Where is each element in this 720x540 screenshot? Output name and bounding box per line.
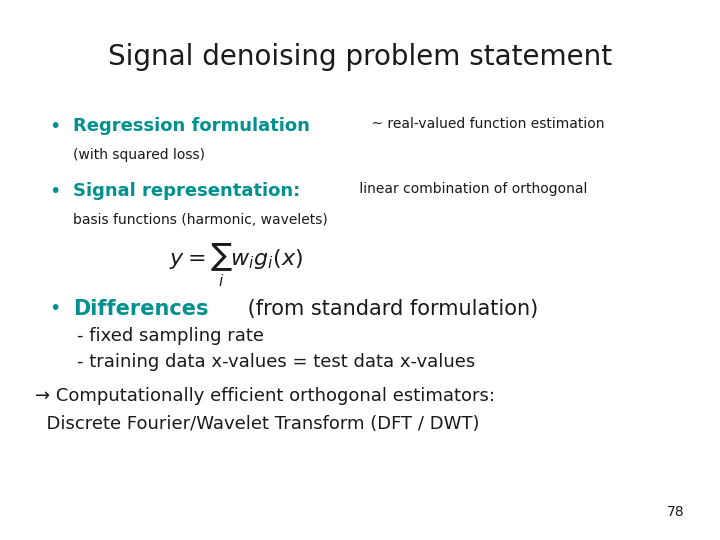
- Text: (with squared loss): (with squared loss): [73, 148, 205, 162]
- Text: basis functions (harmonic, wavelets): basis functions (harmonic, wavelets): [73, 213, 328, 227]
- Text: (from standard formulation): (from standard formulation): [241, 299, 539, 319]
- Text: - fixed sampling rate: - fixed sampling rate: [76, 327, 264, 345]
- Text: ~ real-valued function estimation: ~ real-valued function estimation: [366, 117, 604, 131]
- Text: linear combination of orthogonal: linear combination of orthogonal: [355, 182, 587, 196]
- Text: Regression formulation: Regression formulation: [73, 117, 310, 135]
- Text: •: •: [49, 117, 60, 136]
- Text: $y = \sum_i w_i g_i(x)$: $y = \sum_i w_i g_i(x)$: [168, 241, 302, 289]
- Text: 78: 78: [667, 505, 685, 519]
- Text: •: •: [49, 182, 60, 201]
- Text: Differences: Differences: [73, 299, 209, 319]
- Text: - training data x-values = test data x-values: - training data x-values = test data x-v…: [76, 353, 475, 371]
- Text: Signal denoising problem statement: Signal denoising problem statement: [108, 43, 612, 71]
- Text: •: •: [49, 299, 60, 318]
- Text: Discrete Fourier/Wavelet Transform (DFT / DWT): Discrete Fourier/Wavelet Transform (DFT …: [35, 415, 480, 433]
- Text: Signal representation:: Signal representation:: [73, 182, 300, 200]
- Text: → Computationally efficient orthogonal estimators:: → Computationally efficient orthogonal e…: [35, 387, 495, 404]
